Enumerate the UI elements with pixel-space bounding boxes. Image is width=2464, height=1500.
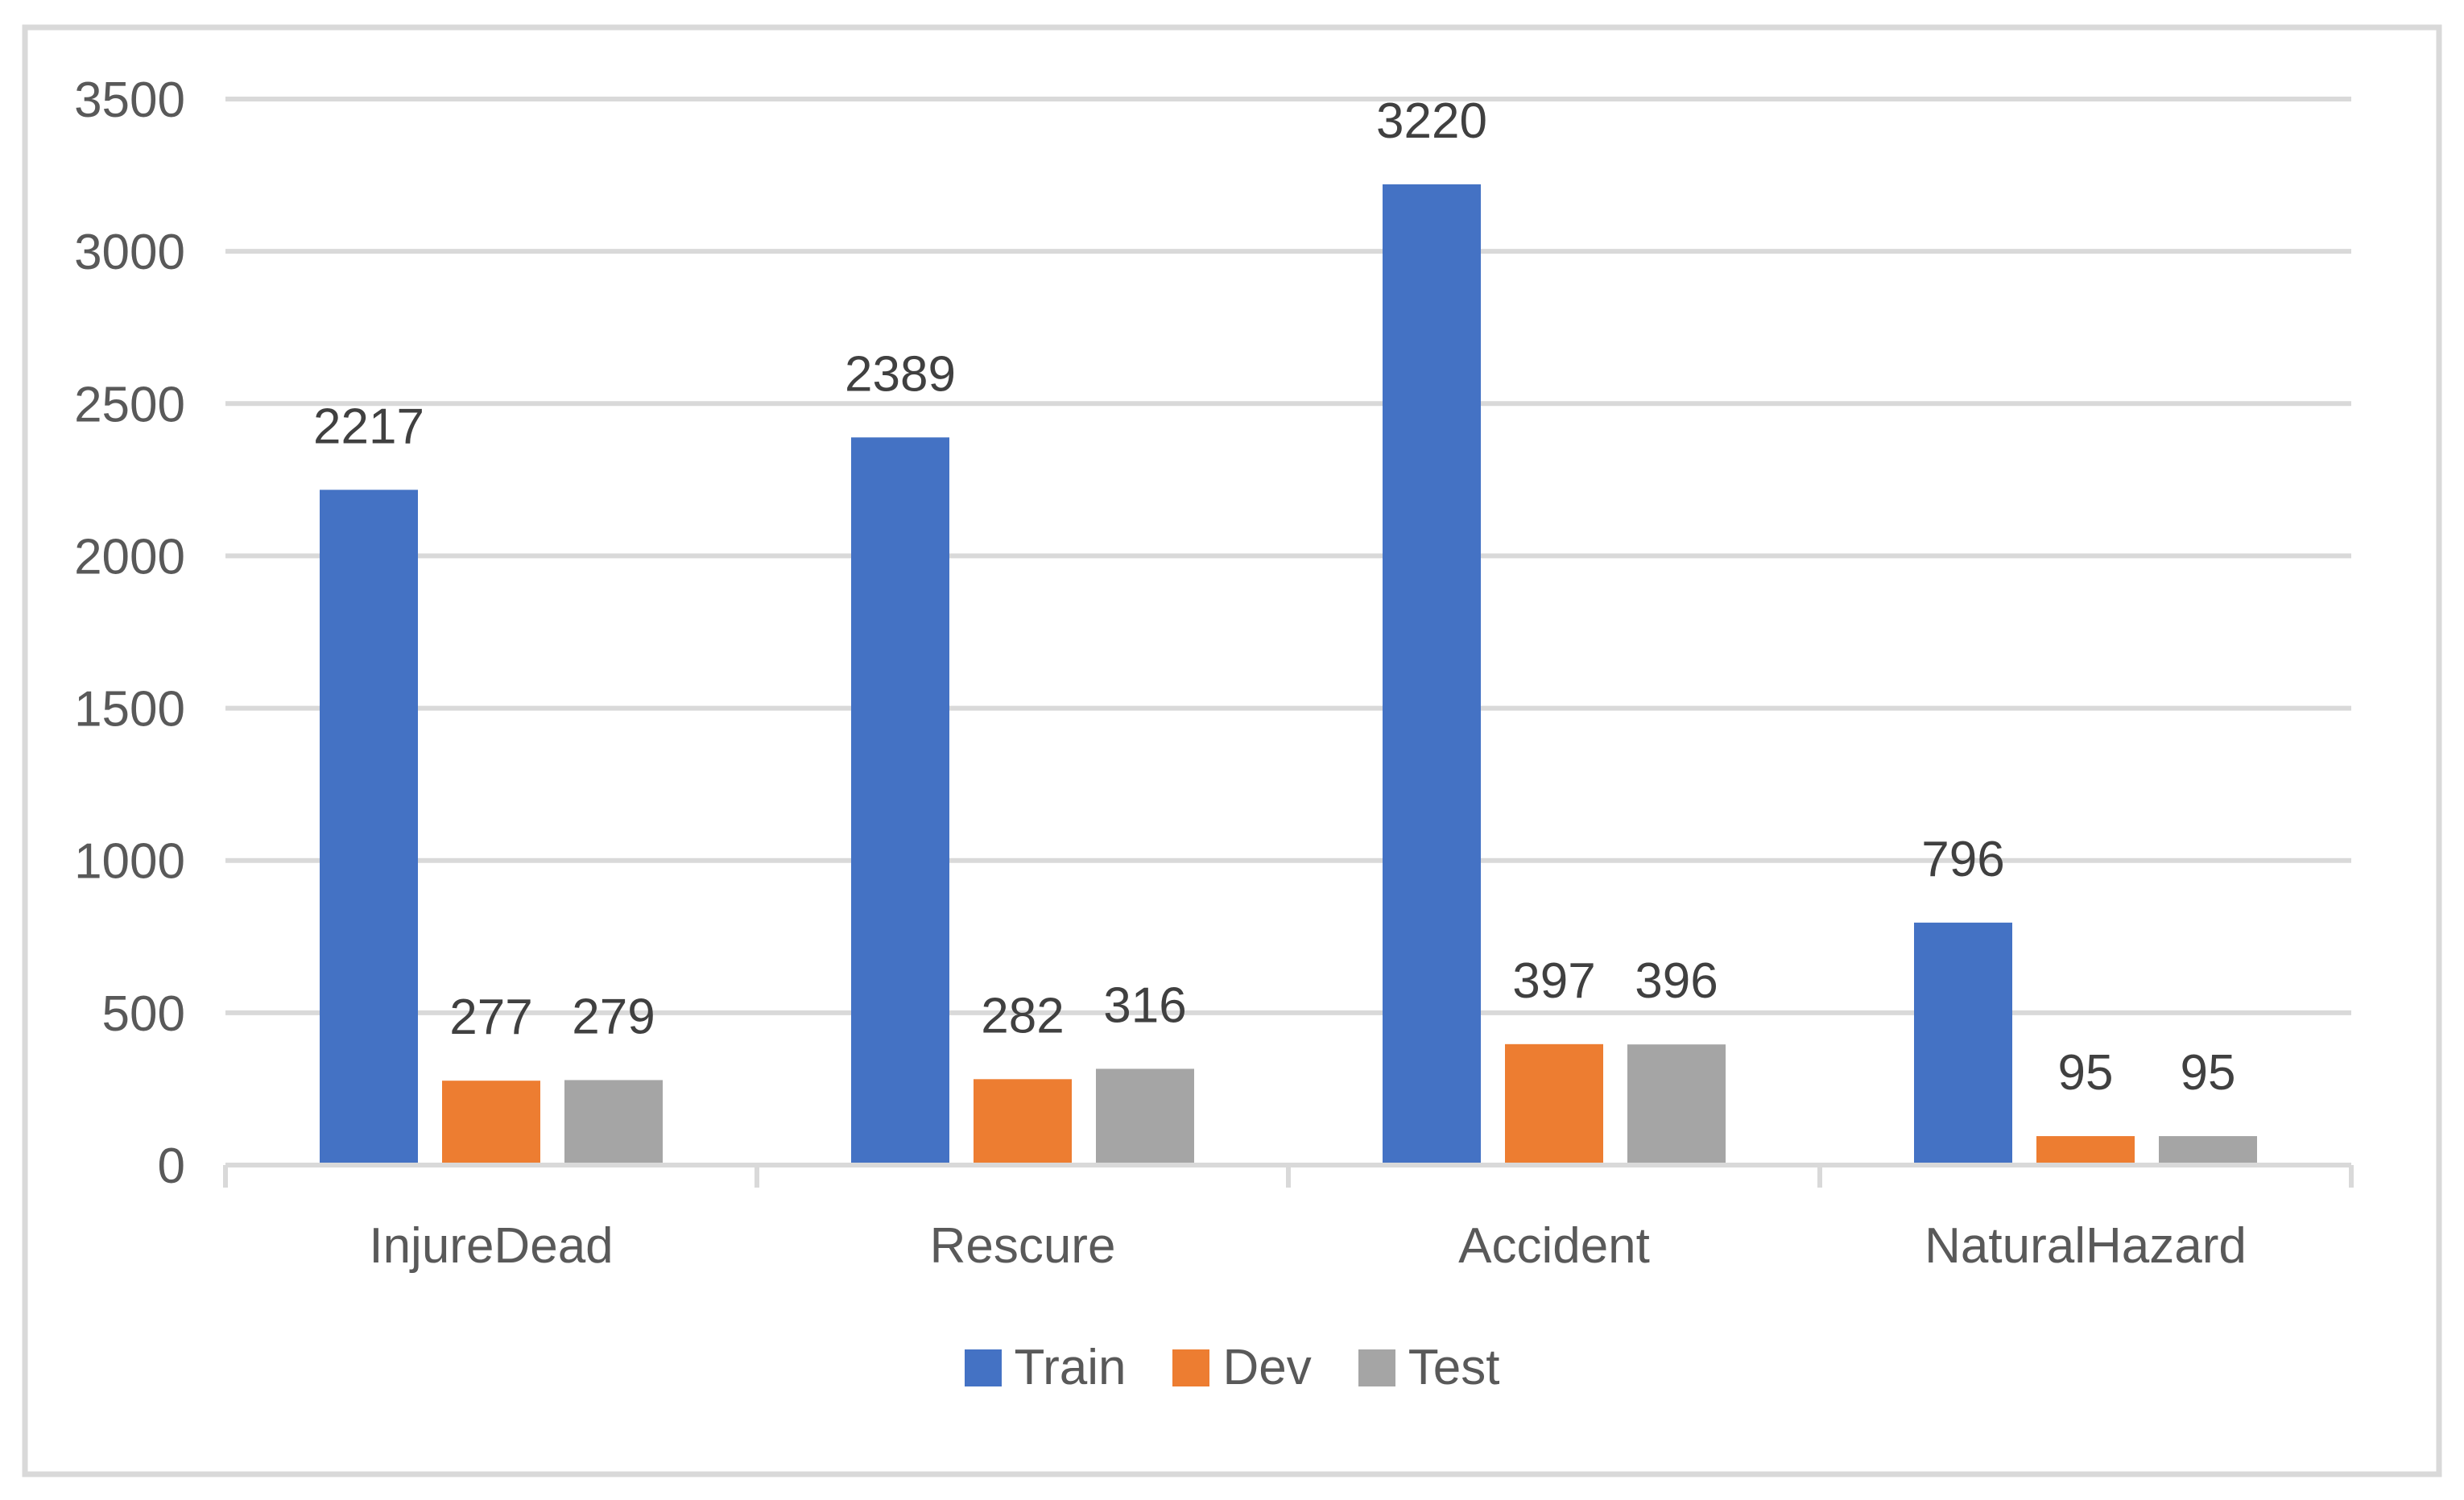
bar-train-rescure bbox=[851, 437, 949, 1165]
data-label-dev-injuredead: 277 bbox=[449, 990, 532, 1045]
legend-label-train: Train bbox=[1014, 1340, 1127, 1395]
bar-train-accident bbox=[1383, 184, 1481, 1165]
y-axis-label-3000: 3000 bbox=[74, 225, 185, 280]
x-axis-label-rescure: Rescure bbox=[930, 1218, 1116, 1274]
bar-test-naturalhazard bbox=[2159, 1136, 2257, 1165]
y-axis-label-2500: 2500 bbox=[74, 377, 185, 432]
legend-item-test: Test bbox=[1358, 1340, 1500, 1395]
data-label-dev-accident: 397 bbox=[1512, 953, 1595, 1009]
y-axis-label-3500: 3500 bbox=[74, 72, 185, 128]
legend-item-dev: Dev bbox=[1172, 1340, 1312, 1395]
bar-dev-accident bbox=[1505, 1043, 1603, 1165]
y-axis-label-500: 500 bbox=[102, 986, 185, 1042]
data-label-test-injuredead: 279 bbox=[572, 989, 655, 1044]
x-axis-label-naturalhazard: NaturalHazard bbox=[1924, 1218, 2247, 1274]
bar-test-accident bbox=[1627, 1044, 1726, 1165]
data-label-test-accident: 396 bbox=[1635, 953, 1718, 1009]
x-axis-label-injuredead: InjureDead bbox=[369, 1218, 613, 1274]
data-label-train-rescure: 2389 bbox=[845, 346, 956, 402]
bar-dev-injuredead bbox=[442, 1081, 540, 1165]
y-axis-label-2000: 2000 bbox=[74, 529, 185, 585]
data-label-dev-rescure: 282 bbox=[981, 988, 1064, 1043]
bar-dev-rescure bbox=[974, 1079, 1072, 1165]
data-label-test-naturalhazard: 95 bbox=[2181, 1045, 2236, 1101]
chart-legend: Train Dev Test bbox=[0, 1343, 2464, 1393]
legend-label-dev: Dev bbox=[1222, 1340, 1312, 1395]
x-axis-label-accident: Accident bbox=[1458, 1218, 1650, 1274]
legend-marker-train-icon bbox=[964, 1349, 1002, 1386]
legend-marker-test-icon bbox=[1358, 1349, 1395, 1386]
data-label-train-injuredead: 2217 bbox=[313, 399, 424, 454]
bar-test-rescure bbox=[1096, 1068, 1194, 1165]
bar-train-naturalhazard bbox=[1914, 922, 2012, 1165]
y-axis-label-1500: 1500 bbox=[74, 682, 185, 738]
bar-dev-naturalhazard bbox=[2036, 1136, 2135, 1165]
data-label-test-rescure: 316 bbox=[1103, 977, 1186, 1033]
data-label-train-naturalhazard: 796 bbox=[1921, 832, 2004, 887]
y-axis-label-0: 0 bbox=[158, 1138, 185, 1194]
bar-test-injuredead bbox=[564, 1080, 663, 1165]
y-axis-label-1000: 1000 bbox=[74, 834, 185, 890]
legend-label-test: Test bbox=[1408, 1340, 1500, 1395]
legend-item-train: Train bbox=[964, 1340, 1127, 1395]
data-label-train-accident: 3220 bbox=[1376, 93, 1487, 149]
chart-border bbox=[22, 24, 2442, 1477]
data-label-dev-naturalhazard: 95 bbox=[2058, 1045, 2114, 1101]
legend-marker-dev-icon bbox=[1172, 1349, 1210, 1386]
bar-train-injuredead bbox=[320, 490, 418, 1165]
